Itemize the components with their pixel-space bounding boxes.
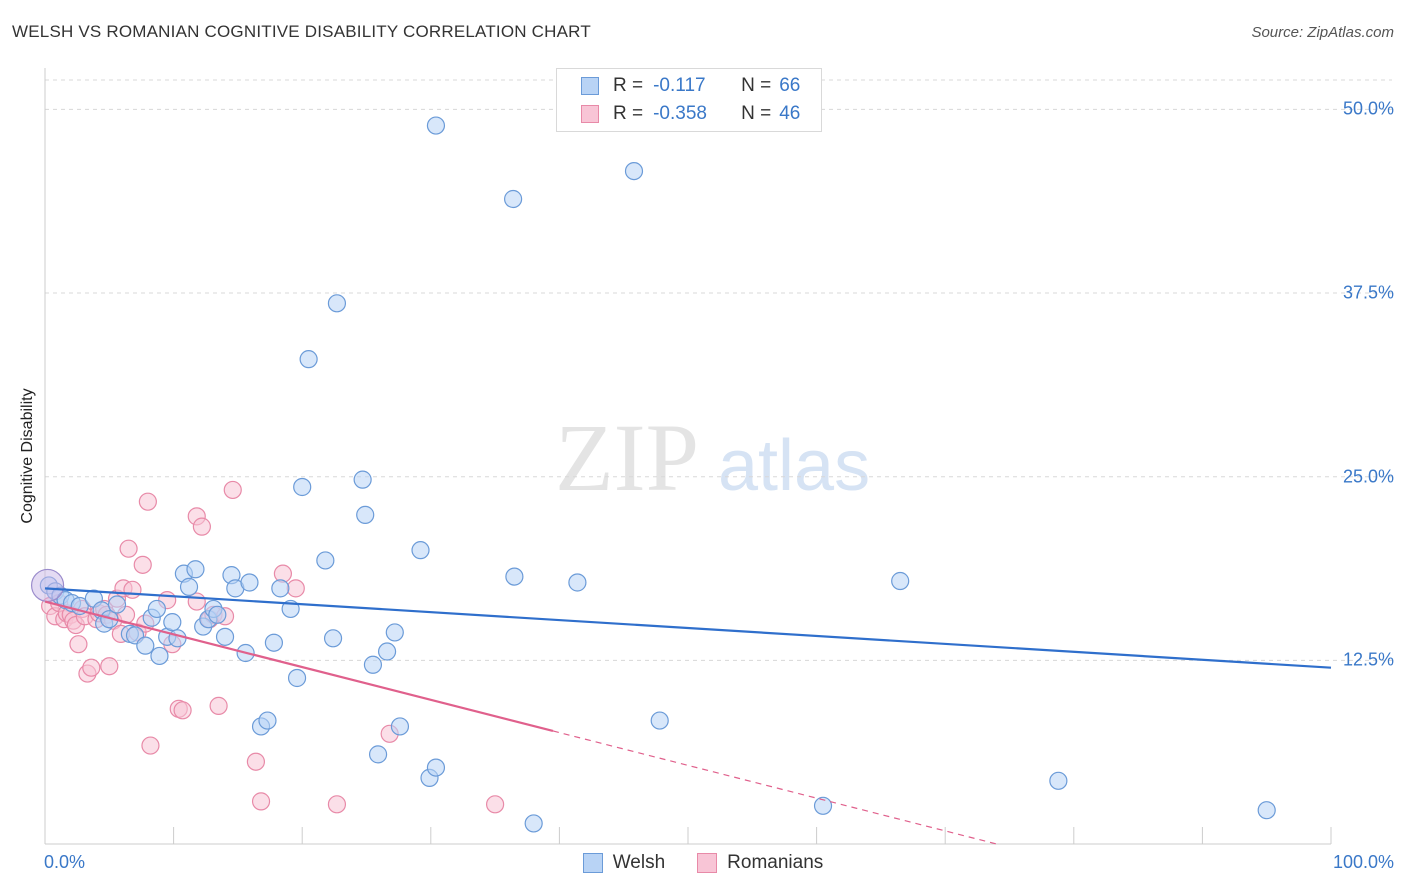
romanians-point xyxy=(327,795,347,814)
chart-title: WELSH VS ROMANIAN COGNITIVE DISABILITY C… xyxy=(12,22,591,41)
romanians-trend-extension xyxy=(552,730,997,845)
romanians-point xyxy=(273,564,293,583)
romanians-swatch xyxy=(581,105,599,123)
welsh-point xyxy=(271,579,290,598)
welsh-point xyxy=(411,541,430,560)
welsh-point xyxy=(287,668,307,688)
romanians-point xyxy=(123,580,142,599)
welsh-point xyxy=(1257,801,1276,820)
romanians-point xyxy=(82,658,101,677)
welsh-point xyxy=(323,629,343,648)
welsh-point xyxy=(426,116,446,135)
welsh-point xyxy=(150,646,169,666)
watermark-atlas: atlas xyxy=(718,426,870,506)
n-value: 66 xyxy=(779,75,801,96)
welsh-point xyxy=(505,567,524,586)
stats-row-welsh: R = -0.117 N = 66 xyxy=(581,73,800,99)
welsh-point xyxy=(524,814,543,833)
welsh-point xyxy=(377,642,397,661)
romanians-point xyxy=(133,555,152,574)
welsh-point xyxy=(215,627,235,646)
welsh-point xyxy=(163,613,182,632)
welsh-point xyxy=(568,573,587,592)
welsh-point xyxy=(107,595,127,614)
welsh-point xyxy=(1049,771,1068,790)
welsh-point xyxy=(258,711,277,730)
romanians-point xyxy=(486,795,505,814)
welsh-point xyxy=(208,605,227,624)
welsh-point xyxy=(813,796,833,815)
romanians-point xyxy=(141,736,160,755)
welsh-point xyxy=(240,573,259,592)
welsh-point xyxy=(390,717,410,736)
romanians-point xyxy=(192,517,211,536)
legend-item-welsh[interactable]: Welsh xyxy=(582,852,666,874)
source-label: Source: ZipAtlas.com xyxy=(1251,24,1394,41)
romanians-point xyxy=(119,539,138,558)
romanians-point xyxy=(209,696,228,715)
welsh-swatch xyxy=(581,77,599,95)
romanians-trend-line xyxy=(44,600,554,733)
welsh-point xyxy=(891,571,910,591)
romanians-point xyxy=(246,752,266,771)
r-value: -0.358 xyxy=(653,103,707,124)
welsh-point xyxy=(136,636,155,655)
welsh-point xyxy=(385,623,404,642)
welsh-point xyxy=(368,745,388,764)
welsh-point xyxy=(426,758,446,777)
stats-box: R = -0.117 N = 66 R = -0.358 N = 46 xyxy=(556,68,822,132)
r-label: R = xyxy=(613,103,644,124)
y-tick-label: 12.5% xyxy=(1342,649,1394,670)
x-tick-max: 100.0% xyxy=(1332,852,1394,872)
x-tick-min: 0.0% xyxy=(44,852,86,872)
legend-item-romanians[interactable]: Romanians xyxy=(697,852,823,874)
romanians-point xyxy=(138,492,157,511)
welsh-trend-line xyxy=(44,587,1332,669)
welsh-point xyxy=(168,629,187,648)
gridlines xyxy=(45,79,1392,661)
welsh-point xyxy=(316,551,335,570)
legend-label-romanians: Romanians xyxy=(727,852,824,873)
y-tick-label: 37.5% xyxy=(1342,282,1394,303)
y-tick-label: 25.0% xyxy=(1342,466,1394,487)
r-value: -0.117 xyxy=(653,75,706,96)
r-label: R = xyxy=(613,75,644,96)
welsh-point xyxy=(650,711,669,730)
welsh-point xyxy=(179,577,199,596)
watermark: ZIP atlas xyxy=(555,404,870,511)
legend-label-welsh: Welsh xyxy=(612,852,666,873)
welsh-point xyxy=(624,161,644,181)
welsh-point xyxy=(504,189,523,209)
welsh-point xyxy=(363,655,383,674)
axes xyxy=(44,68,1332,845)
romanians-point xyxy=(173,701,192,720)
welsh-point xyxy=(186,560,205,579)
welsh-cluster-point xyxy=(30,568,65,603)
welsh-points xyxy=(30,116,1276,833)
trend-lines xyxy=(44,587,1332,845)
n-label: N = xyxy=(741,103,772,124)
watermark-zip: ZIP xyxy=(555,404,699,511)
romanians-point xyxy=(223,480,242,500)
romanians-point xyxy=(286,579,305,598)
romanians-point xyxy=(251,792,271,811)
romanians-point xyxy=(100,657,119,676)
welsh-point xyxy=(293,477,312,497)
legend-swatch-welsh xyxy=(582,853,603,873)
y-tick-label: 50.0% xyxy=(1342,98,1394,119)
romanians-point xyxy=(69,635,88,654)
legend-swatch-romanians xyxy=(697,853,718,873)
welsh-point xyxy=(147,599,166,619)
welsh-point xyxy=(327,294,347,313)
welsh-point xyxy=(299,350,318,369)
welsh-point xyxy=(353,470,372,489)
welsh-point xyxy=(264,633,284,652)
welsh-point xyxy=(356,505,375,524)
stats-row-romanians: R = -0.358 N = 46 xyxy=(581,101,800,127)
n-value: 46 xyxy=(779,103,801,124)
n-label: N = xyxy=(741,75,772,96)
legend: Welsh Romanians xyxy=(0,852,1406,874)
